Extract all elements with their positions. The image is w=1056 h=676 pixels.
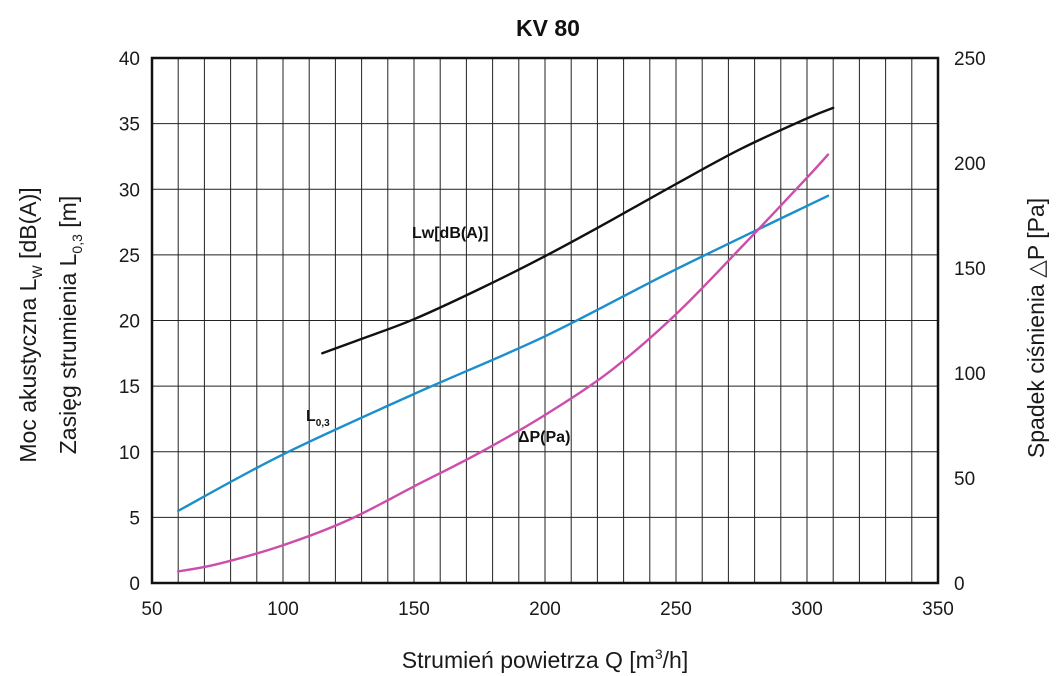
chart-title: KV 80 bbox=[516, 15, 580, 41]
y-right-tick-label: 50 bbox=[954, 469, 975, 490]
y-left-tick-label: 30 bbox=[119, 180, 140, 201]
tick-labels: 50 100 150 200 250 300 35005101520253035400501… bbox=[119, 49, 986, 620]
series-layer bbox=[177, 106, 835, 573]
y-right-tick-label: 0 bbox=[954, 574, 965, 595]
x-tick-label: 300 bbox=[791, 599, 823, 620]
y-left-axis-title-2: Zasięg strumienia L0,3 [m] bbox=[55, 196, 85, 455]
y-left-tick-label: 5 bbox=[129, 508, 140, 529]
x-tick-label: 150 bbox=[398, 599, 430, 620]
y-left-tick-label: 40 bbox=[119, 49, 140, 70]
series-label-lw: Lw[dB(A)] bbox=[412, 225, 488, 242]
grid bbox=[152, 58, 938, 583]
y-left-tick-label: 0 bbox=[129, 574, 140, 595]
y-left-tick-label: 25 bbox=[119, 246, 140, 267]
plot-frame bbox=[150, 56, 940, 585]
x-axis-title: Strumień powietrza Q [m3/h] bbox=[402, 646, 688, 673]
y-left-tick-label: 10 bbox=[119, 443, 140, 464]
y-right-tick-label: 100 bbox=[954, 364, 986, 385]
series-label-l03: L0,3 bbox=[306, 408, 330, 429]
y-right-tick-label: 200 bbox=[954, 154, 986, 175]
series-line-dp bbox=[177, 153, 830, 573]
y-left-tick-label: 20 bbox=[119, 312, 140, 333]
x-tick-label: 350 bbox=[922, 599, 954, 620]
y-left-tick-label: 35 bbox=[119, 115, 140, 136]
x-tick-label: 100 bbox=[267, 599, 299, 620]
y-right-axis-title: Spadek ciśnienia △P [Pa] bbox=[1023, 198, 1049, 458]
x-tick-label: 50 bbox=[141, 599, 162, 620]
y-left-axis-title-1: Moc akustyczna LW [dB(A)] bbox=[15, 187, 45, 462]
x-tick-label: 200 bbox=[529, 599, 561, 620]
series-label-dp: ΔP(Pa) bbox=[518, 429, 570, 446]
y-right-tick-label: 150 bbox=[954, 259, 986, 280]
y-left-tick-label: 15 bbox=[119, 377, 140, 398]
series-line-lw bbox=[321, 106, 835, 355]
x-tick-label: 250 bbox=[660, 599, 692, 620]
y-right-tick-label: 250 bbox=[954, 49, 986, 70]
series-line-l03 bbox=[177, 194, 830, 512]
